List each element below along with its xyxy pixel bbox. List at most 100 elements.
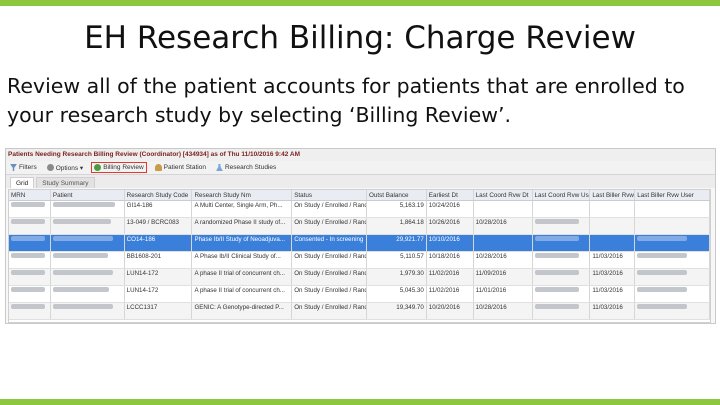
table-row[interactable]: 13-049 / BCRC083 A randomized Phase II s… <box>9 218 710 235</box>
biller-dt-cell: 11/03/2016 <box>590 269 636 285</box>
table-row-selected[interactable]: CO14-186 Phase Ib/II Study of Neoadjuva.… <box>9 235 710 252</box>
study-name-cell: A phase II trial of concurrent ch... <box>192 286 293 302</box>
funnel-icon <box>10 164 17 171</box>
study-name-cell: A randomized Phase II study of... <box>192 218 293 234</box>
slide-title: EH Research Billing: Charge Review <box>84 20 636 56</box>
biller-dt-cell: 11/03/2016 <box>590 252 636 268</box>
earliest-cell: 10/24/2016 <box>427 201 474 217</box>
billing-review-button[interactable]: Billing Review <box>91 162 147 173</box>
study-code-cell: LUN14-172 <box>125 269 193 285</box>
status-cell: On Study / Enrolled / Randomization <box>292 201 367 217</box>
column-header-coord-user[interactable]: Last Coord Rvw User <box>534 190 591 200</box>
study-name-cell: GENIC: A Genotype-directed P... <box>192 303 293 319</box>
column-header-biller-dt[interactable]: Last Biller Rvw Dt <box>592 190 636 200</box>
status-cell: On Study / Enrolled / Randomization <box>292 252 367 268</box>
column-header-balance[interactable]: Outst Balance <box>367 190 427 200</box>
study-code-cell: BB1608-201 <box>125 252 193 268</box>
status-cell: On Study / Enrolled / Randomization <box>292 303 367 319</box>
biller-dt-cell: 11/03/2016 <box>590 286 636 302</box>
options-button[interactable]: Options ▾ <box>45 162 85 173</box>
biller-dt-cell <box>590 201 636 217</box>
mrn-cell <box>9 235 51 251</box>
patient-cell <box>51 235 125 251</box>
coord-dt-cell: 10/28/2016 <box>474 303 533 319</box>
gear-icon <box>46 164 54 171</box>
tab-study-summary[interactable]: Study Summary <box>36 177 95 188</box>
coord-dt-cell: 11/01/2016 <box>474 286 533 302</box>
biller-user-cell <box>635 269 710 285</box>
coord-user-cell <box>533 218 591 234</box>
report-tabs: Grid Study Summary <box>6 175 715 188</box>
flask-icon <box>215 164 223 171</box>
biller-user-cell <box>635 201 710 217</box>
status-cell: Consented - In screening <box>292 235 367 251</box>
coord-user-cell <box>533 286 591 302</box>
patient-cell <box>51 269 125 285</box>
status-cell: On Study / Enrolled / Randomization <box>292 269 367 285</box>
study-code-cell: LCCC1317 <box>125 303 193 319</box>
biller-user-cell <box>635 218 710 234</box>
research-studies-label: Research Studies <box>224 164 277 171</box>
biller-user-cell <box>635 235 710 251</box>
coord-user-cell <box>533 201 591 217</box>
table-row[interactable]: BB1608-201 A Phase Ib/II Clinical Study … <box>9 252 710 269</box>
balance-cell: 5,045.30 <box>367 286 427 302</box>
column-header-study-code[interactable]: Research Study Code <box>125 190 193 200</box>
study-code-cell: 13-049 / BCRC083 <box>125 218 193 234</box>
table-row[interactable]: LUN14-172 A phase II trial of concurrent… <box>9 269 710 286</box>
earliest-cell: 11/02/2016 <box>427 286 474 302</box>
coord-dt-cell: 10/28/2016 <box>474 252 533 268</box>
coord-user-cell <box>533 252 591 268</box>
biller-user-cell <box>635 252 710 268</box>
balance-cell: 19,349.70 <box>367 303 427 319</box>
biller-dt-cell: 11/03/2016 <box>590 303 636 319</box>
mrn-cell <box>9 269 51 285</box>
patient-station-label: Patient Station <box>163 164 206 171</box>
grid-header: MRN Patient Research Study Code Research… <box>9 190 710 201</box>
study-name-cell: A Phase Ib/II Clinical Study of... <box>192 252 293 268</box>
coord-dt-cell: 11/09/2016 <box>474 269 533 285</box>
column-header-status[interactable]: Status <box>292 190 367 200</box>
study-name-cell: A Multi Center, Single Arm, Ph... <box>192 201 293 217</box>
study-code-cell: GI14-186 <box>125 201 193 217</box>
patient-cell <box>51 286 125 302</box>
coord-dt-cell <box>474 201 533 217</box>
table-row[interactable]: GI14-186 A Multi Center, Single Arm, Ph.… <box>9 201 710 218</box>
study-code-cell: CO14-186 <box>125 235 193 251</box>
filters-button[interactable]: Filters <box>8 162 39 173</box>
column-header-study-name[interactable]: Research Study Nm <box>192 190 293 200</box>
earliest-cell: 10/20/2016 <box>427 303 474 319</box>
mrn-cell <box>9 286 51 302</box>
column-header-biller-user[interactable]: Last Biller Rvw User <box>635 190 710 200</box>
biller-dt-cell <box>590 235 636 251</box>
top-accent-bar <box>0 0 720 6</box>
tab-grid[interactable]: Grid <box>10 177 35 188</box>
column-header-earliest[interactable]: Earliest Dt <box>427 190 474 200</box>
balance-cell: 29,921.77 <box>367 235 427 251</box>
balance-cell: 5,110.57 <box>367 252 427 268</box>
table-row[interactable]: LCCC1317 GENIC: A Genotype-directed P...… <box>9 303 710 320</box>
patient-cell <box>51 303 125 319</box>
balance-cell: 5,163.19 <box>367 201 427 217</box>
patient-cell <box>51 201 125 217</box>
coord-user-cell <box>533 303 591 319</box>
slide-body-text: Review all of the patient accounts for p… <box>7 74 685 127</box>
column-header-coord-dt[interactable]: Last Coord Rvw Dt <box>474 190 533 200</box>
biller-dt-cell <box>590 218 636 234</box>
biller-user-cell <box>635 286 710 302</box>
billing-review-label: Billing Review <box>103 164 144 171</box>
study-name-cell: Phase Ib/II Study of Neoadjuva... <box>192 235 293 251</box>
coord-user-cell <box>533 269 591 285</box>
research-studies-button[interactable]: Research Studies <box>214 162 278 173</box>
coord-dt-cell: 10/28/2016 <box>474 218 533 234</box>
balance-cell: 1,864.18 <box>367 218 427 234</box>
column-header-mrn[interactable]: MRN <box>9 190 51 200</box>
patient-station-button[interactable]: Patient Station <box>153 162 208 173</box>
column-header-patient[interactable]: Patient <box>51 190 125 200</box>
report-toolbar: Filters Options ▾ Billing Review Patient… <box>6 161 715 175</box>
options-label: Options ▾ <box>55 164 84 172</box>
table-row[interactable]: LUN14-172 A phase II trial of concurrent… <box>9 286 710 303</box>
filters-label: Filters <box>19 164 37 171</box>
biller-user-cell <box>635 303 710 319</box>
patient-cell <box>51 218 125 234</box>
